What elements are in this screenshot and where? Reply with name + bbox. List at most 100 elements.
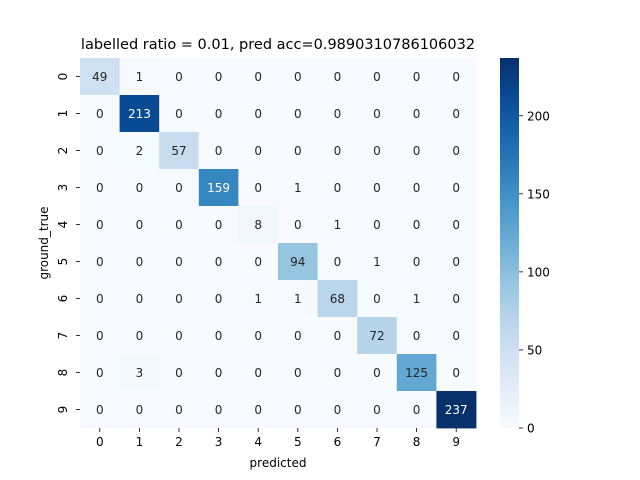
x-tick-label: 7 xyxy=(373,435,381,449)
cell-value-label: 0 xyxy=(373,403,381,417)
heatmap-cell xyxy=(278,132,318,170)
heatmap-cell xyxy=(119,95,160,133)
heatmap-cell xyxy=(436,280,477,318)
heatmap-cell xyxy=(317,169,358,207)
cell-value-label: 0 xyxy=(96,107,104,121)
heatmap-cell xyxy=(80,95,120,133)
cell-value-label: 0 xyxy=(254,144,262,158)
heatmap-cell xyxy=(238,206,279,244)
heatmap-cell xyxy=(80,206,120,244)
cell-value-label: 0 xyxy=(452,366,460,380)
heatmap-cell xyxy=(278,95,318,133)
cell-value-label: 0 xyxy=(294,70,302,84)
cell-value-label: 1 xyxy=(254,292,262,306)
y-axis-label: ground_true xyxy=(37,206,51,279)
colorbar-tick-label: 100 xyxy=(527,265,550,279)
heatmap-cell xyxy=(198,95,239,133)
heatmap-cell xyxy=(357,132,398,170)
cell-value-label: 0 xyxy=(452,292,460,306)
cell-value-label: 0 xyxy=(175,70,183,84)
cell-value-label: 0 xyxy=(373,181,381,195)
x-tick-label: 9 xyxy=(452,435,460,449)
cell-value-label: 0 xyxy=(136,292,144,306)
cell-value-label: 0 xyxy=(96,329,104,343)
y-tick-label: 0 xyxy=(56,73,70,81)
cell-value-label: 0 xyxy=(96,218,104,232)
cell-value-label: 0 xyxy=(136,181,144,195)
cell-value-label: 0 xyxy=(175,292,183,306)
cell-value-label: 0 xyxy=(215,70,223,84)
cell-value-label: 0 xyxy=(254,181,262,195)
heatmap-cell xyxy=(119,317,160,355)
cell-value-label: 0 xyxy=(294,366,302,380)
cell-value-label: 0 xyxy=(254,70,262,84)
heatmap-cell xyxy=(159,317,200,355)
heatmap-cell xyxy=(396,206,437,244)
cell-value-label: 0 xyxy=(413,329,421,343)
y-tick-label: 3 xyxy=(56,184,70,192)
x-tick-label: 1 xyxy=(136,435,144,449)
cell-value-label: 68 xyxy=(330,292,345,306)
heatmap-cell xyxy=(80,169,120,207)
heatmap-cell xyxy=(436,169,477,207)
cell-value-label: 0 xyxy=(254,329,262,343)
cell-value-label: 0 xyxy=(334,107,342,121)
heatmap-cell xyxy=(436,95,477,133)
cell-value-label: 0 xyxy=(452,218,460,232)
heatmap-cell xyxy=(238,280,279,318)
heatmap-cell xyxy=(238,354,279,392)
cell-value-label: 0 xyxy=(294,107,302,121)
cell-value-label: 0 xyxy=(334,366,342,380)
cell-value-label: 0 xyxy=(373,144,381,158)
cell-value-label: 0 xyxy=(175,218,183,232)
heatmap-cell xyxy=(436,354,477,392)
heatmap-cell xyxy=(357,391,398,429)
heatmap-cell xyxy=(278,280,318,318)
cell-value-label: 0 xyxy=(452,181,460,195)
cell-value-label: 0 xyxy=(215,366,223,380)
heatmap-cell xyxy=(80,354,120,392)
heatmap-cell xyxy=(317,206,358,244)
cell-value-label: 0 xyxy=(175,107,183,121)
heatmap-cell xyxy=(278,317,318,355)
cell-value-label: 0 xyxy=(334,70,342,84)
cell-value-label: 0 xyxy=(175,366,183,380)
heatmap-cell xyxy=(317,132,358,170)
cell-value-label: 0 xyxy=(294,218,302,232)
heatmap-cell xyxy=(198,132,239,170)
heatmap-cell xyxy=(80,317,120,355)
y-tick-label: 1 xyxy=(56,110,70,118)
y-tick-label: 9 xyxy=(56,406,70,414)
heatmap-cell xyxy=(396,243,437,281)
heatmap-cell xyxy=(357,280,398,318)
heatmap-cell xyxy=(198,317,239,355)
cell-value-label: 1 xyxy=(136,70,144,84)
heatmap-cell xyxy=(357,169,398,207)
cell-value-label: 1 xyxy=(294,292,302,306)
x-tick-label: 3 xyxy=(215,435,223,449)
heatmap-cell xyxy=(317,280,358,318)
cell-value-label: 0 xyxy=(175,403,183,417)
cell-value-label: 3 xyxy=(136,366,144,380)
colorbar: 0 50 100 150 200 xyxy=(500,58,550,436)
heatmap-cell xyxy=(198,354,239,392)
heatmap-cell xyxy=(238,58,279,96)
heatmap-cell xyxy=(238,95,279,133)
cell-value-label: 0 xyxy=(452,144,460,158)
heatmap-cell xyxy=(119,169,160,207)
heatmap-cell xyxy=(357,58,398,96)
heatmap-cell xyxy=(317,317,358,355)
cell-value-label: 8 xyxy=(254,218,262,232)
cell-value-label: 0 xyxy=(334,255,342,269)
heatmap-cell xyxy=(159,169,200,207)
heatmap-cell xyxy=(436,243,477,281)
cell-value-label: 0 xyxy=(294,403,302,417)
heatmap-cell xyxy=(198,58,239,96)
heatmap-cell xyxy=(357,206,398,244)
heatmap-cell xyxy=(357,317,398,355)
heatmap-cell xyxy=(436,58,477,96)
heatmap-cell xyxy=(80,58,120,96)
x-tick-label: 2 xyxy=(175,435,183,449)
heatmap-cell xyxy=(357,243,398,281)
